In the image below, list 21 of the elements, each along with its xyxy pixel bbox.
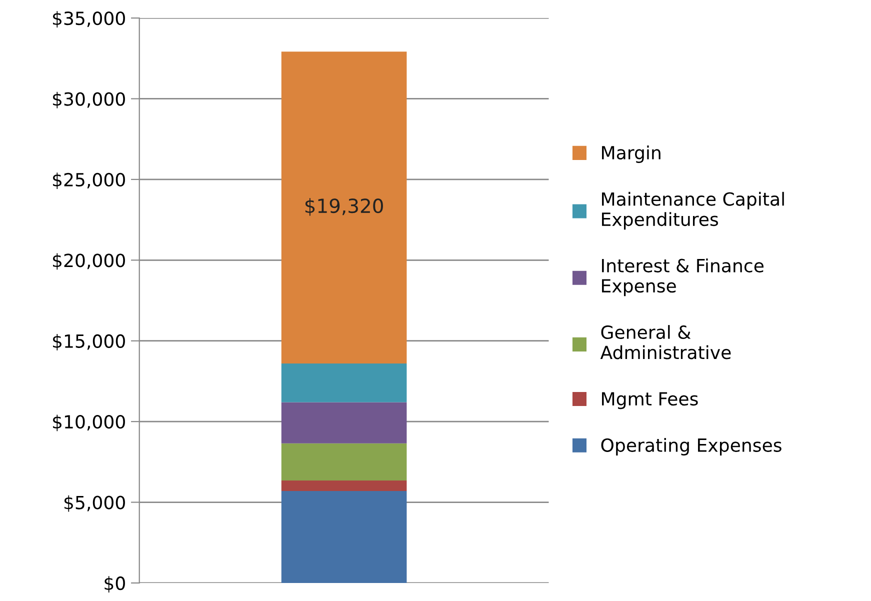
legend-label: Margin bbox=[602, 146, 660, 163]
legend-label: Maintenance Capital Expenditures bbox=[602, 192, 784, 230]
y-tick-label: $20,000 bbox=[53, 253, 125, 270]
data-label: $19,320 bbox=[305, 198, 383, 216]
y-tick-label: $0 bbox=[104, 576, 125, 592]
y-tick-label: $35,000 bbox=[53, 11, 125, 28]
legend-label: Mgmt Fees bbox=[602, 392, 698, 410]
y-tick-label: $5,000 bbox=[64, 495, 125, 512]
bar bbox=[281, 402, 407, 444]
y-tick-label: $15,000 bbox=[53, 334, 125, 350]
y-tick-label: $30,000 bbox=[53, 92, 125, 108]
y-tick-label: $25,000 bbox=[53, 172, 125, 189]
bar bbox=[281, 490, 407, 583]
bar bbox=[281, 363, 407, 402]
bar bbox=[281, 52, 407, 364]
bar bbox=[281, 480, 407, 491]
bar bbox=[281, 443, 407, 480]
legend-label: Operating Expenses bbox=[601, 438, 782, 456]
legend-label: General & Administrative bbox=[600, 325, 731, 360]
y-tick-label: $10,000 bbox=[53, 414, 125, 432]
legend-label: Interest & Finance Expense bbox=[602, 258, 764, 296]
